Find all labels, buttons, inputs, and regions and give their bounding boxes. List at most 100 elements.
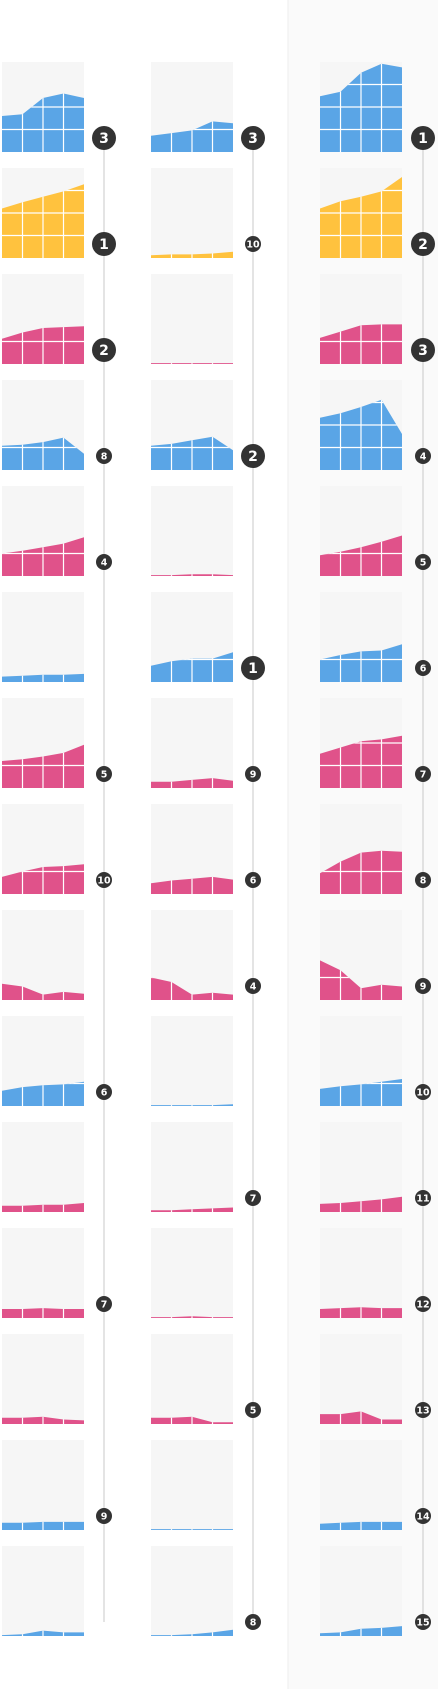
rank-label: 9: [420, 982, 427, 993]
chart-tile: [151, 1016, 233, 1106]
rank-badge: [92, 126, 116, 150]
rank-badge: [415, 1508, 431, 1524]
rank-label: 3: [418, 343, 428, 359]
chart-tile: [320, 1546, 402, 1636]
chart-tile: [2, 910, 84, 1000]
rank-badge: [241, 444, 265, 468]
rank-label: 2: [248, 449, 258, 465]
grid-lines: [320, 535, 402, 576]
chart-tile: [320, 1440, 402, 1530]
rank-label: 11: [416, 1194, 429, 1205]
rank-badge: [96, 554, 112, 570]
rank-label: 14: [416, 1512, 430, 1523]
rank-badge: [415, 1190, 431, 1206]
grid-lines: [2, 537, 84, 576]
rank-label: 1: [418, 131, 428, 147]
rank-badge: [415, 978, 431, 994]
rank-badge: [415, 872, 431, 888]
chart-tile: [2, 1546, 84, 1636]
chart-tile: [320, 1334, 402, 1424]
rank-label: 4: [250, 982, 257, 993]
grid-lines: [2, 326, 84, 364]
rank-label: 12: [416, 1300, 429, 1311]
rank-badge: [415, 448, 431, 464]
rank-badge: [96, 1296, 112, 1312]
rank-label: 6: [250, 876, 257, 887]
rank-badge: [241, 656, 265, 680]
chart-tile: [320, 1122, 402, 1212]
chart-tile: [151, 698, 233, 788]
rank-badge: [415, 766, 431, 782]
rank-badge: [245, 978, 261, 994]
chart-tile: [2, 592, 84, 682]
rank-badge: [415, 1614, 431, 1630]
rank-label: 8: [420, 876, 427, 887]
rank-badge: [415, 1296, 431, 1312]
rank-badge: [411, 126, 435, 150]
rank-badge: [96, 1508, 112, 1524]
chart-tile: [2, 1440, 84, 1530]
chart-tile: [151, 1334, 233, 1424]
rank-label: 8: [250, 1618, 257, 1629]
rank-label: 1: [248, 661, 258, 677]
chart-tile: [151, 486, 233, 576]
rank-badge: [245, 1614, 261, 1630]
rank-label: 5: [101, 770, 108, 781]
rank-label: 10: [246, 240, 260, 251]
chart-tile: [151, 168, 233, 258]
rank-badge: [245, 1190, 261, 1206]
rank-label: 15: [416, 1618, 429, 1629]
rank-label: 3: [99, 131, 109, 147]
rank-badge: [92, 338, 116, 362]
chart-tile: [2, 1122, 84, 1212]
grid-lines: [320, 63, 402, 152]
rank-badge: [92, 232, 116, 256]
rank-label: 4: [420, 452, 427, 463]
rank-label: 7: [420, 770, 427, 781]
rank-badge: [245, 872, 261, 888]
rank-badge: [96, 1084, 112, 1100]
rank-label: 9: [250, 770, 257, 781]
chart-tile: [2, 1228, 84, 1318]
rank-badge: [411, 338, 435, 362]
rank-label: 2: [418, 237, 428, 253]
rank-label: 10: [97, 876, 111, 887]
chart-tile: [151, 274, 233, 364]
rank-label: 13: [416, 1406, 429, 1417]
rank-badge: [245, 1402, 261, 1418]
grid-lines: [320, 324, 402, 364]
rank-label: 8: [101, 452, 108, 463]
rank-badge: [96, 872, 112, 888]
rank-label: 1: [99, 237, 109, 253]
rank-badge: [411, 232, 435, 256]
chart-tile: [151, 1228, 233, 1318]
chart-tile: [320, 1228, 402, 1318]
chart-tile: [151, 1546, 233, 1636]
rank-badge: [96, 448, 112, 464]
rank-label: 5: [250, 1406, 257, 1417]
rank-label: 6: [101, 1088, 108, 1099]
rank-label: 7: [250, 1194, 257, 1205]
grid-lines: [320, 850, 402, 894]
chart-tile: [151, 1122, 233, 1212]
rank-label: 2: [99, 343, 109, 359]
grid-lines: [2, 437, 84, 470]
rank-label: 9: [101, 1512, 108, 1523]
rank-label: 6: [420, 664, 427, 675]
rank-label: 7: [101, 1300, 108, 1311]
rank-badge: [245, 236, 261, 252]
rank-badge: [415, 660, 431, 676]
rank-label: 5: [420, 558, 427, 569]
rank-badge: [96, 766, 112, 782]
rank-badge: [241, 126, 265, 150]
rank-badge: [415, 554, 431, 570]
rank-label: 4: [101, 558, 108, 569]
grid-lines: [2, 744, 84, 788]
rank-label: 3: [248, 131, 258, 147]
rank-badge: [245, 766, 261, 782]
rank-badge: [415, 1084, 431, 1100]
rank-badge: [415, 1402, 431, 1418]
grid-lines: [151, 436, 233, 470]
